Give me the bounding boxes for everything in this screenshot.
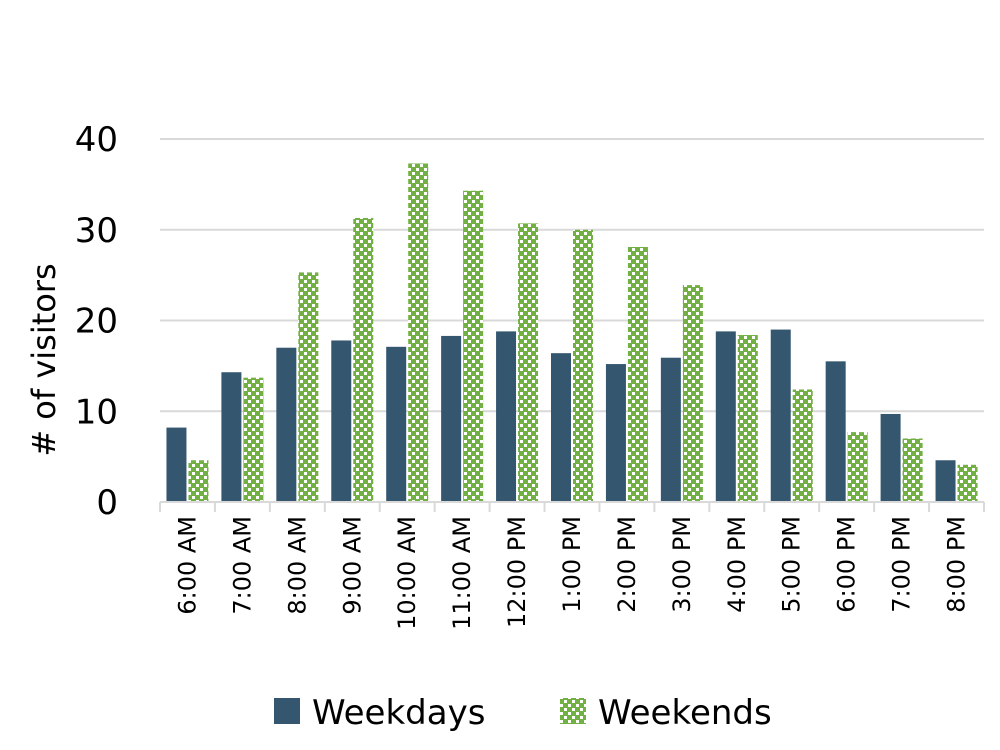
legend-label: Weekdays (312, 693, 485, 733)
bar-weekdays (496, 331, 517, 502)
bars (166, 163, 978, 503)
bar-weekends (957, 464, 978, 502)
bar-weekends (902, 438, 923, 502)
x-tick-label: 1:00 PM (558, 516, 586, 613)
x-tick-label: 8:00 PM (943, 516, 971, 613)
x-tick-label: 6:00 AM (173, 516, 201, 615)
x-tick-label: 9:00 AM (338, 516, 366, 615)
bar-weekends (627, 246, 648, 502)
x-tick-label: 11:00 AM (448, 516, 476, 630)
series-weekends (188, 163, 978, 503)
x-tick-label: 12:00 PM (503, 516, 531, 628)
bar-weekdays (715, 331, 736, 502)
legend-item-weekdays: Weekdays (274, 693, 485, 733)
bar-weekends (408, 163, 429, 502)
x-tick-label: 6:00 PM (833, 516, 861, 613)
bar-weekends (353, 217, 374, 502)
bar-weekdays (935, 460, 956, 502)
y-tick-label: 40 (75, 120, 118, 160)
legend: Weekdays Weekends (274, 693, 772, 733)
x-tick-label: 7:00 PM (888, 516, 916, 613)
bar-weekdays (276, 347, 297, 502)
x-axis (159, 501, 985, 512)
x-tick-label: 4:00 PM (723, 516, 751, 613)
y-tick-label: 0 (96, 483, 118, 523)
x-tick-label: 5:00 PM (778, 516, 806, 613)
y-tick-label: 20 (75, 302, 118, 342)
x-tick-label: 2:00 PM (613, 516, 641, 613)
bar-weekends (463, 190, 484, 503)
y-axis-tick-labels: 0 10 20 30 40 (75, 120, 118, 523)
x-tick-label: 8:00 AM (283, 516, 311, 615)
bar-weekends (518, 223, 539, 502)
bar-weekdays (221, 372, 242, 502)
bar-weekdays (605, 364, 626, 502)
bar-weekends (682, 285, 703, 502)
bar-weekdays (825, 361, 846, 502)
bar-weekdays (770, 329, 791, 502)
bar-weekdays (166, 427, 187, 502)
bar-weekends (737, 335, 758, 502)
series-weekdays (166, 329, 956, 502)
bar-weekends (792, 389, 813, 502)
bar-weekends (298, 272, 319, 502)
bar-weekends (188, 460, 209, 502)
bar-weekdays (880, 413, 901, 502)
x-tick-label: 7:00 AM (228, 516, 256, 615)
y-tick-label: 30 (75, 211, 118, 251)
legend-swatch (274, 698, 300, 724)
bar-weekends (847, 432, 868, 502)
legend-swatch (560, 698, 586, 724)
y-tick-label: 10 (75, 392, 118, 432)
gridlines (160, 138, 984, 413)
bar-weekdays (386, 346, 407, 502)
x-tick-label: 3:00 PM (668, 516, 696, 613)
legend-label: Weekends (598, 693, 772, 733)
bar-weekdays (441, 335, 462, 502)
legend-item-weekends: Weekends (560, 693, 772, 733)
bar-weekdays (551, 353, 571, 502)
bar-weekends (243, 377, 264, 502)
bar-weekdays (331, 340, 352, 502)
y-axis-title: # of visitors (25, 263, 63, 456)
bar-weekdays (660, 357, 681, 502)
bar-weekends (573, 229, 593, 502)
x-tick-label: 10:00 AM (393, 516, 421, 630)
x-axis-tick-labels: 6:00 AM 7:00 AM 8:00 AM 9:00 AM 10:00 AM 11:0… (173, 516, 970, 630)
